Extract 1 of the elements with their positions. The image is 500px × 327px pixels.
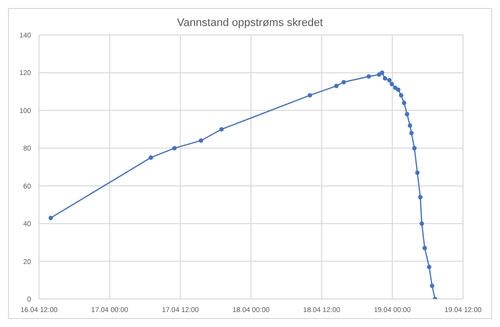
chart-title: Vannstand oppstrøms skredet <box>176 17 324 29</box>
